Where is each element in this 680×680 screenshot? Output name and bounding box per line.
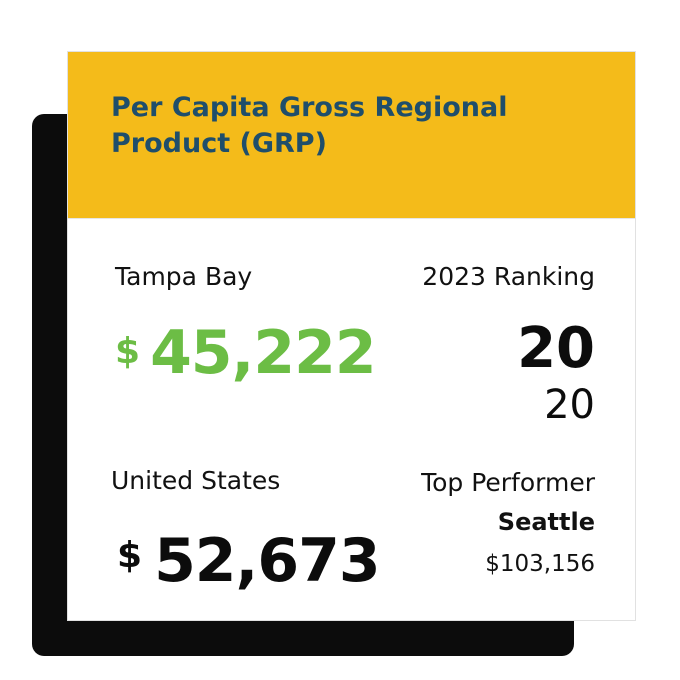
united-states-currency: $ [117, 535, 143, 576]
top-performer-label: Top Performer [421, 468, 595, 497]
ranking-value: 20 [517, 316, 595, 381]
tampa-bay-amount: 45,222 [150, 318, 377, 388]
tampa-bay-label: Tampa Bay [115, 262, 253, 291]
united-states-value: $52,673 [117, 526, 381, 596]
united-states-label: United States [111, 466, 281, 495]
top-performer-value: $103,156 [485, 551, 595, 577]
tampa-bay-currency: $ [115, 331, 141, 372]
ranking-out-of: 20 [544, 382, 595, 428]
grp-card: Per Capita Gross Regional Product (GRP) … [67, 51, 636, 621]
top-performer-city: Seattle [497, 508, 595, 536]
card-header: Per Capita Gross Regional Product (GRP) [68, 52, 635, 219]
ranking-label: 2023 Ranking [422, 262, 595, 291]
card-title: Per Capita Gross Regional Product (GRP) [111, 92, 508, 159]
united-states-amount: 52,673 [154, 526, 381, 596]
tampa-bay-value: $45,222 [115, 318, 377, 388]
